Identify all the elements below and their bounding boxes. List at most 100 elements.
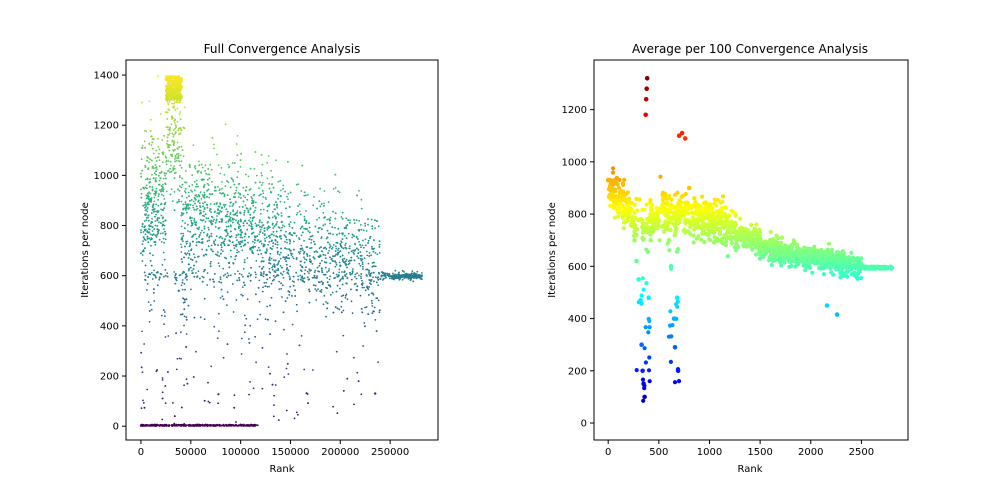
data-point [301,279,304,282]
data-point [246,228,249,231]
data-point [141,371,144,374]
data-point [140,192,143,195]
data-point [250,225,253,228]
data-point [177,152,180,155]
data-point [140,158,143,161]
data-point [194,199,197,201]
data-point [272,242,275,245]
data-point [859,276,864,281]
data-point [203,191,206,194]
data-point [239,243,242,245]
data-point [178,146,181,148]
data-point [195,424,198,427]
data-point [334,212,337,215]
data-point [212,278,214,281]
data-point [329,232,332,235]
data-point [226,234,229,237]
data-point [148,273,150,276]
data-point [147,301,150,303]
data-point [282,277,285,279]
data-point [286,362,289,365]
data-point [320,203,323,205]
data-point [265,248,268,251]
data-point [324,273,327,276]
data-point [174,119,176,121]
data-point [273,278,275,281]
data-point [251,232,254,235]
data-point [254,206,257,209]
data-point [217,164,220,167]
data-point [245,317,248,320]
data-point [236,135,239,137]
data-point [167,146,169,149]
data-point [227,220,230,223]
data-point [368,286,371,288]
y-tick-label: 600 [100,271,119,282]
data-point [235,234,238,237]
data-point [332,188,335,190]
data-point [356,371,359,374]
data-point [202,219,205,222]
data-point [148,181,151,183]
data-point [310,238,313,241]
data-point [201,229,203,232]
data-point [329,256,331,259]
data-point [258,221,261,224]
data-point [358,262,361,265]
data-point [178,82,181,86]
x-tick-label: 100000 [222,447,260,458]
data-point [632,210,637,215]
data-point [373,239,375,242]
data-point [336,233,338,236]
data-point [220,221,223,223]
data-point [180,358,183,360]
data-point [207,245,210,248]
data-point [249,324,252,327]
data-point [199,206,202,209]
data-point [288,291,291,293]
data-point [290,234,293,236]
data-point [169,85,173,88]
data-point [283,234,286,236]
data-point [146,388,149,391]
data-point [152,292,155,294]
data-point [240,274,243,276]
data-point [351,233,354,236]
data-point [211,137,214,139]
data-point [276,212,279,215]
data-point [150,221,153,223]
data-point [144,206,146,209]
data-point [162,194,165,197]
data-point [356,289,358,292]
data-point [389,277,391,280]
data-point [197,270,200,273]
data-point [338,191,341,194]
data-point [254,209,256,212]
data-point [243,261,246,264]
data-point [263,230,266,232]
data-point [162,186,164,189]
data-point [204,253,207,256]
data-point [324,266,327,269]
data-point [345,237,348,240]
data-point [187,230,189,232]
data-point [240,220,242,223]
data-point [166,142,168,145]
data-point [180,238,183,241]
data-point [177,90,180,94]
data-point [248,219,250,222]
data-point [183,227,186,230]
data-point [351,312,354,315]
data-point [404,274,407,277]
data-point [183,308,186,310]
data-point [246,207,249,210]
data-point [169,171,171,174]
data-point [322,224,325,227]
data-point [151,188,154,191]
data-point [359,251,362,254]
data-point [158,193,160,196]
data-point [164,336,167,338]
data-point [147,168,150,171]
data-point [345,282,348,285]
data-point [173,191,176,193]
